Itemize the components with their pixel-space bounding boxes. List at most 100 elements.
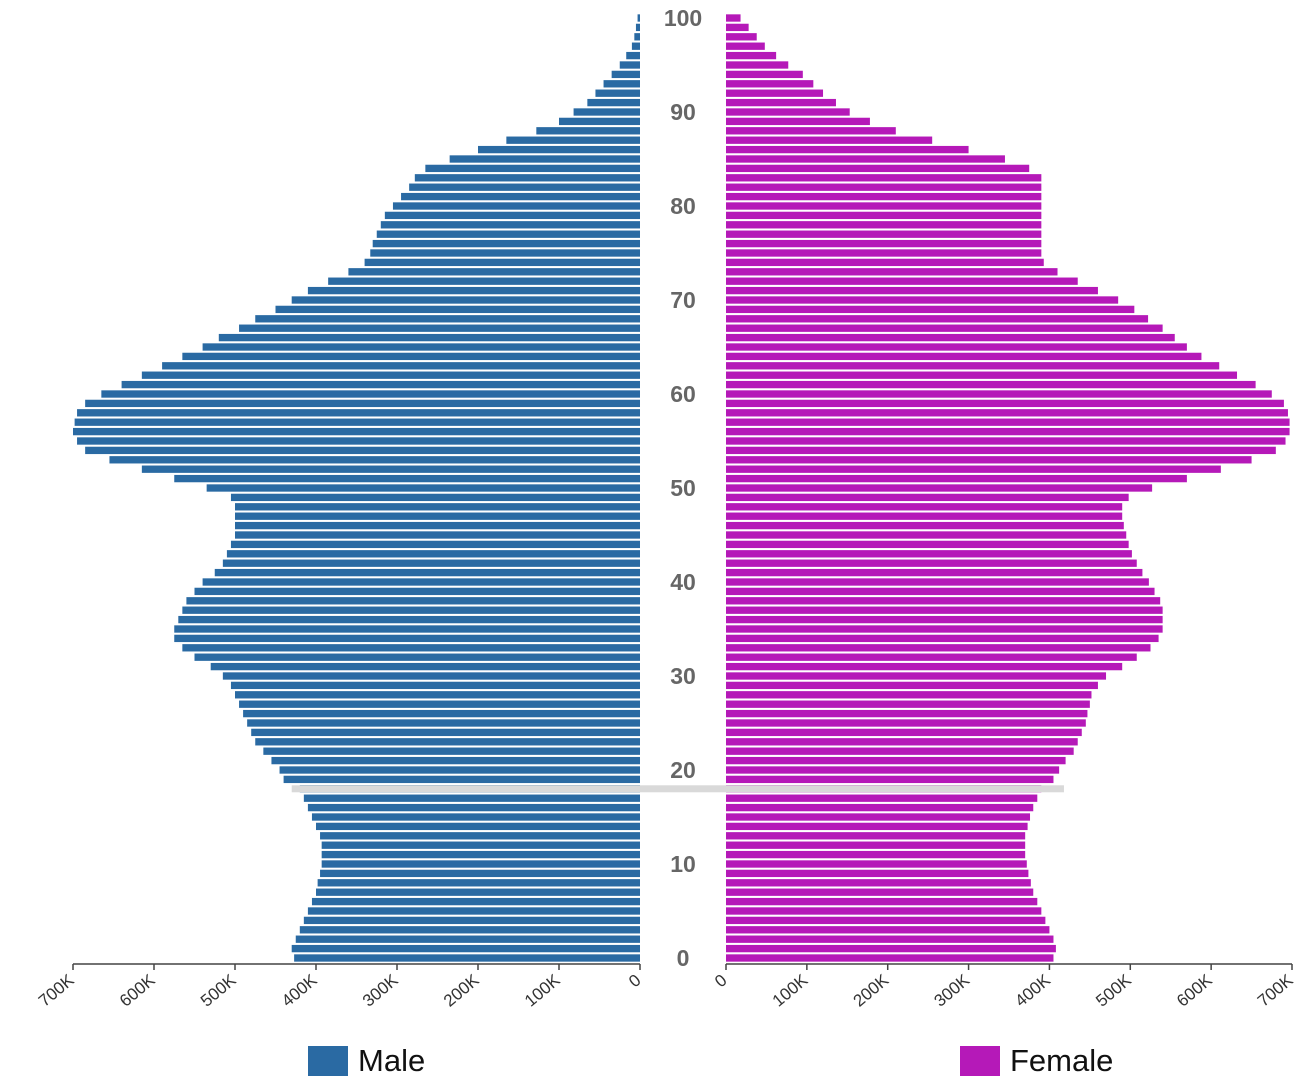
male-bar-age-71 <box>307 286 640 295</box>
female-bar-age-7 <box>726 888 1034 896</box>
female-bar-age-59 <box>726 399 1284 408</box>
female-bar-age-70 <box>726 296 1119 304</box>
male-bar-age-1 <box>291 944 640 953</box>
female-bar-age-54 <box>726 446 1276 455</box>
male-bar-age-56 <box>73 427 640 436</box>
female-bar-age-26 <box>726 709 1088 718</box>
female-bar-age-73 <box>726 268 1058 276</box>
male-bar-age-9 <box>320 869 640 878</box>
legend-female: Female <box>960 1043 1113 1079</box>
female-tick-label-5: 500K <box>1092 970 1135 1011</box>
male-bar-age-93 <box>603 80 640 88</box>
female-bar-age-97 <box>726 42 765 50</box>
male-bar-age-38 <box>186 597 640 605</box>
male-bar-age-51 <box>174 474 640 483</box>
male-bar-age-64 <box>182 352 640 361</box>
female-bars <box>726 14 1290 962</box>
female-bar-age-76 <box>726 239 1042 248</box>
female-bar-age-12 <box>726 841 1026 849</box>
male-bar-age-40 <box>202 578 640 586</box>
male-bar-age-45 <box>235 531 640 539</box>
female-bar-age-87 <box>726 136 933 144</box>
female-bar-age-4 <box>726 916 1046 925</box>
male-bar-age-43 <box>226 550 640 558</box>
female-bar-age-90 <box>726 108 850 116</box>
female-bar-age-55 <box>726 437 1286 445</box>
female-bar-age-85 <box>726 155 1005 163</box>
female-bar-age-61 <box>726 380 1256 389</box>
female-bar-age-22 <box>726 747 1074 755</box>
male-bar-age-97 <box>631 42 640 50</box>
female-bar-age-10 <box>726 860 1027 868</box>
male-bar-age-99 <box>635 23 640 32</box>
male-bar-age-54 <box>85 446 640 455</box>
male-bar-age-72 <box>328 277 640 285</box>
male-bar-age-96 <box>626 51 640 60</box>
male-bar-age-95 <box>619 61 640 69</box>
male-bar-age-49 <box>230 493 640 502</box>
age-labels: 0 10 20 30 40 50 60 70 80 90 100 <box>664 5 702 971</box>
age-label-90: 90 <box>670 99 696 125</box>
female-bar-age-81 <box>726 192 1042 201</box>
male-bar-age-69 <box>275 305 640 314</box>
female-bar-age-53 <box>726 456 1252 464</box>
female-bar-age-84 <box>726 164 1030 173</box>
female-bar-age-6 <box>726 897 1038 906</box>
center-highlight-band <box>640 785 726 793</box>
female-bar-age-37 <box>726 606 1163 614</box>
male-bar-age-27 <box>239 700 641 708</box>
female-bar-age-100 <box>726 14 741 22</box>
female-bar-age-17 <box>726 794 1038 802</box>
female-bar-age-45 <box>726 531 1127 539</box>
male-tick-label-1: 100K <box>521 970 564 1011</box>
male-bar-age-31 <box>210 662 640 671</box>
female-bar-age-32 <box>726 653 1137 661</box>
female-bar-age-31 <box>726 662 1123 671</box>
male-bar-age-100 <box>637 14 640 22</box>
male-tick-label-0: 0 <box>625 971 644 992</box>
female-bar-age-39 <box>726 587 1155 596</box>
male-bar-age-4 <box>303 916 640 925</box>
female-tick-label-3: 300K <box>931 970 974 1011</box>
male-bar-age-10 <box>321 860 640 868</box>
female-bar-age-8 <box>726 879 1031 887</box>
male-bar-age-91 <box>587 98 640 107</box>
male-bar-age-12 <box>321 841 640 849</box>
male-bar-age-42 <box>222 559 640 567</box>
female-bar-age-96 <box>726 51 777 60</box>
female-bar-age-93 <box>726 80 814 88</box>
legend-female-swatch <box>960 1046 1000 1076</box>
female-bar-age-38 <box>726 597 1161 605</box>
female-bar-age-1 <box>726 944 1056 953</box>
male-bar-age-7 <box>316 888 640 896</box>
female-bar-age-57 <box>726 418 1290 426</box>
female-bar-age-46 <box>726 521 1124 530</box>
age-label-80: 80 <box>670 193 696 219</box>
male-bar-age-67 <box>239 324 641 332</box>
female-bar-age-14 <box>726 822 1028 831</box>
male-highlight-band <box>291 785 640 793</box>
male-bar-age-85 <box>449 155 640 163</box>
male-bar-age-23 <box>255 738 640 746</box>
male-bar-age-41 <box>214 568 640 577</box>
age-label-70: 70 <box>670 287 696 313</box>
female-bar-age-29 <box>726 681 1098 690</box>
female-tick-label-6: 600K <box>1173 970 1216 1011</box>
male-bar-age-14 <box>316 822 640 831</box>
female-bar-age-72 <box>726 277 1078 285</box>
male-bar-age-35 <box>174 625 640 633</box>
male-bar-age-17 <box>303 794 640 802</box>
male-tick-label-3: 300K <box>359 970 402 1011</box>
male-bar-age-62 <box>141 371 640 379</box>
female-bar-age-48 <box>726 503 1123 511</box>
male-bar-age-2 <box>295 935 640 943</box>
male-bar-age-78 <box>380 221 640 229</box>
male-tick-label-6: 600K <box>116 970 159 1011</box>
male-bar-age-16 <box>307 803 640 812</box>
male-bar-age-47 <box>235 512 640 520</box>
female-bar-age-23 <box>726 738 1078 746</box>
male-bar-age-53 <box>109 456 640 464</box>
female-bar-age-69 <box>726 305 1135 314</box>
female-bar-age-64 <box>726 352 1202 361</box>
